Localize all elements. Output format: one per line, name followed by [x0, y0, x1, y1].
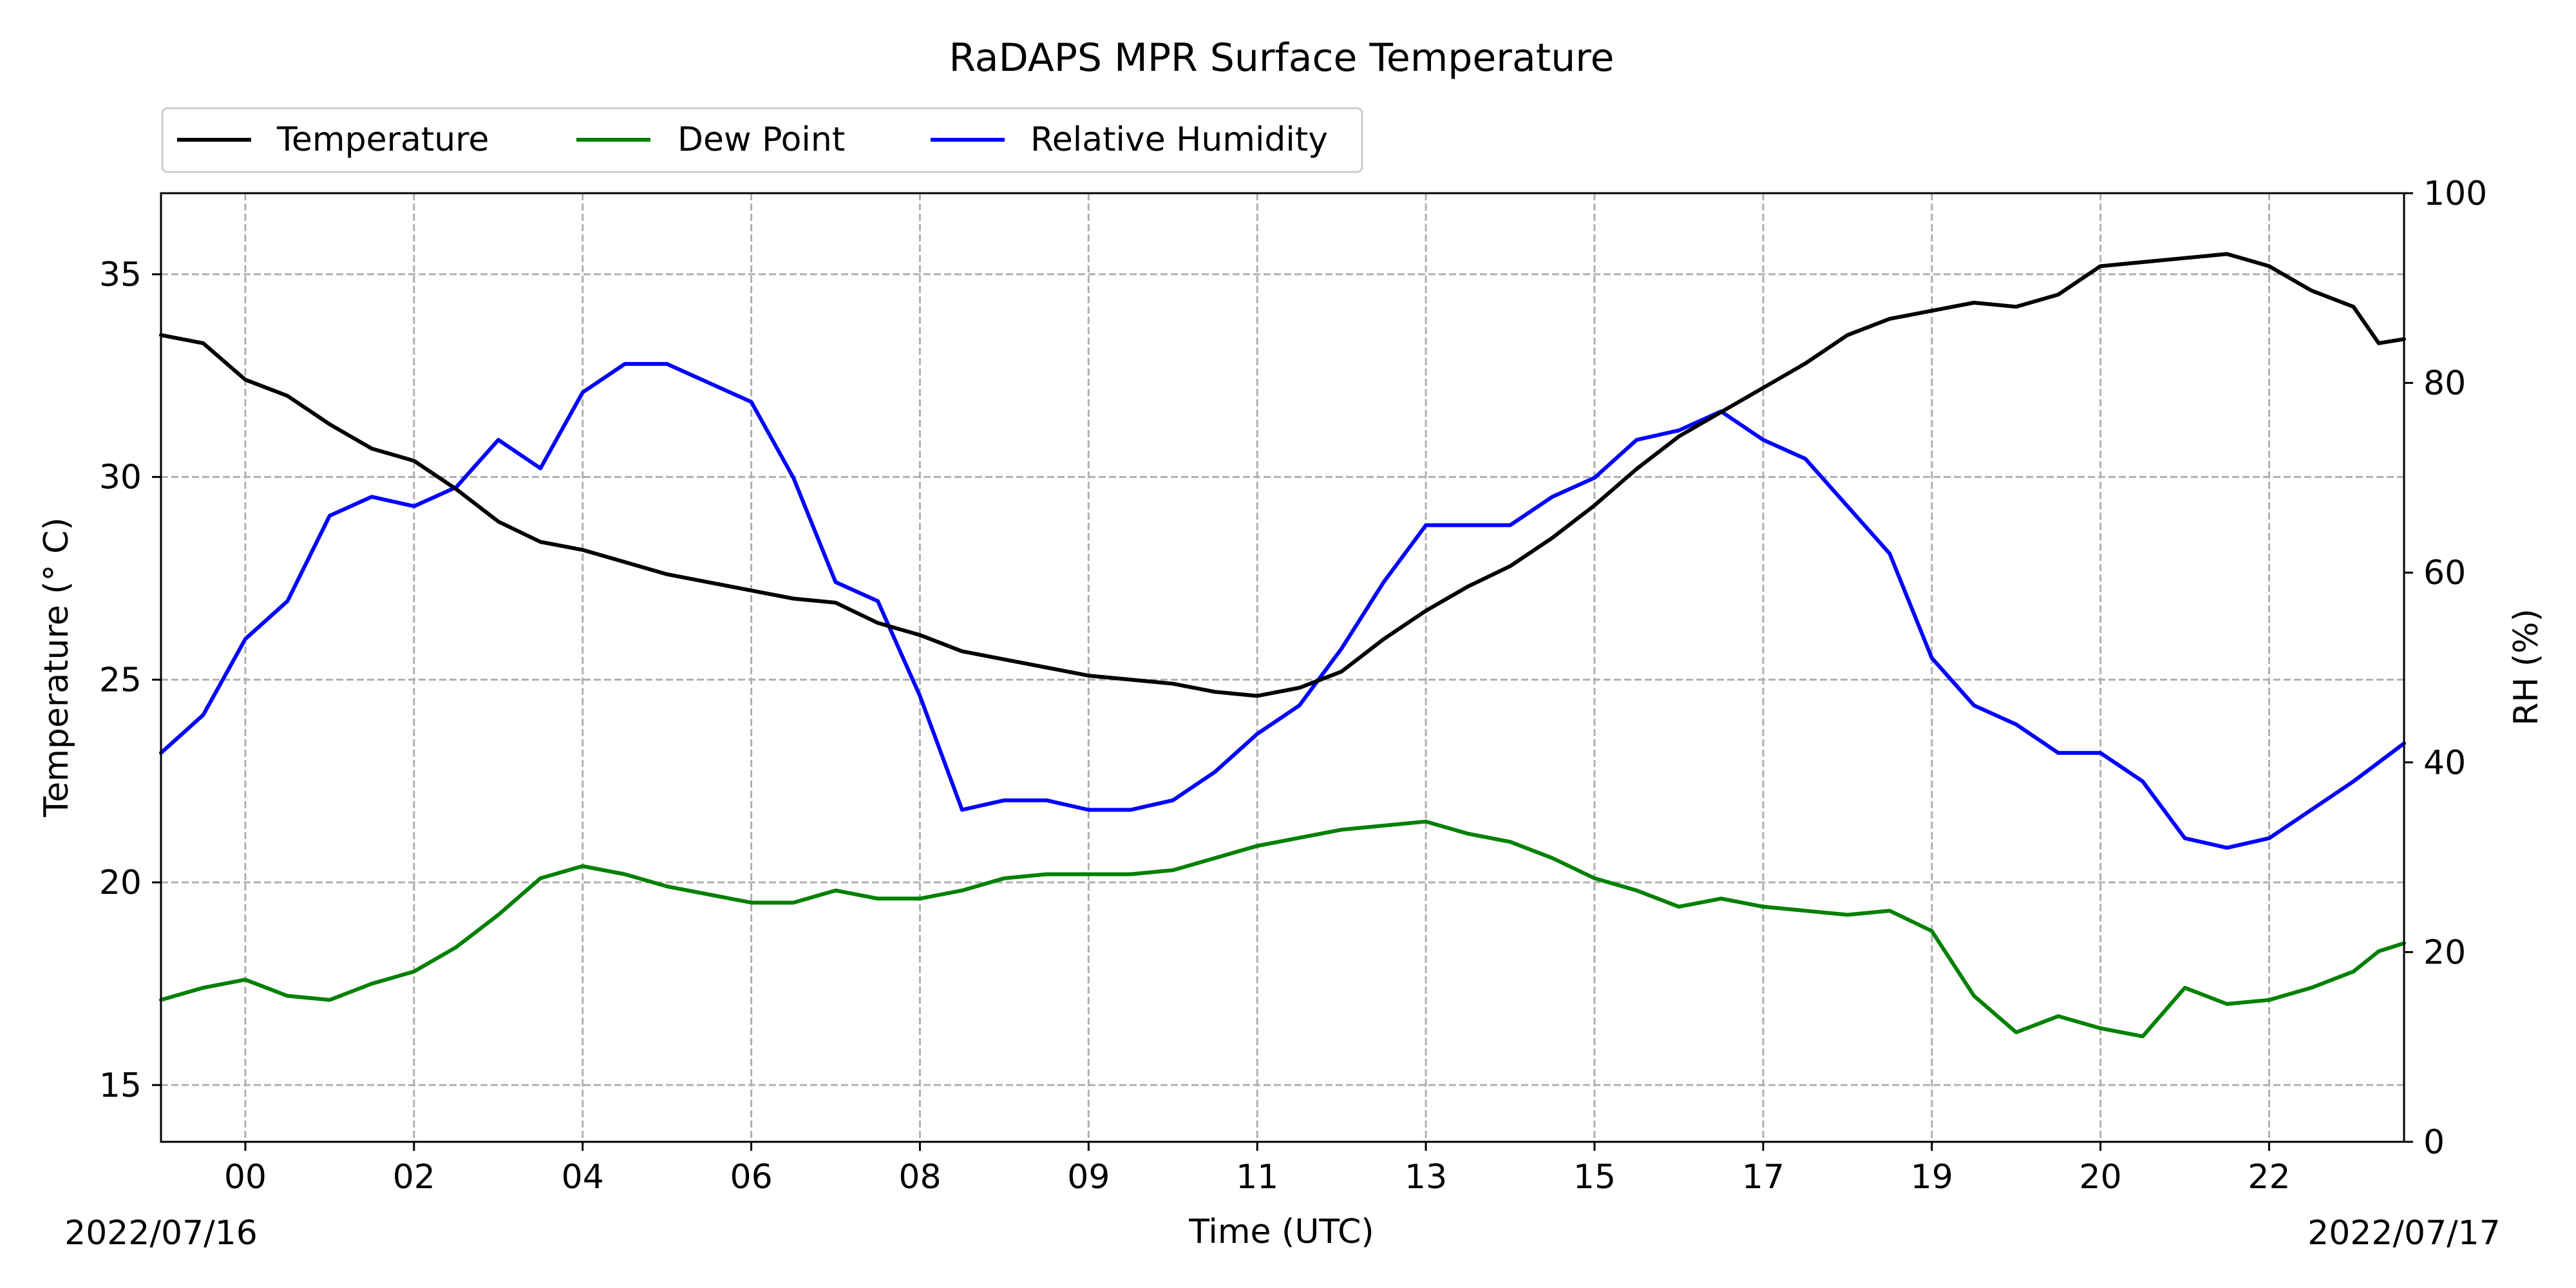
legend-label-relative-humidity: Relative Humidity	[1030, 120, 1328, 159]
x-tick-label: 17	[1742, 1158, 1785, 1197]
plot-area	[159, 192, 2406, 1143]
legend-label-dew-point: Dew Point	[677, 120, 845, 159]
series-line-dew-point	[159, 819, 2406, 1039]
x-tick-label: 19	[1911, 1158, 1953, 1197]
legend-label-temperature: Temperature	[276, 120, 489, 159]
left-tick-label: 35	[99, 256, 142, 294]
start-date-label: 2022/07/16	[64, 1214, 258, 1253]
right-tick-label: 80	[2423, 365, 2466, 403]
series-line-temperature	[159, 252, 2406, 698]
right-axis-label: RH (%)	[2507, 609, 2546, 726]
x-tick-label: 20	[2079, 1158, 2122, 1197]
end-date-label: 2022/07/17	[2307, 1214, 2501, 1253]
right-tick-label: 40	[2423, 744, 2466, 782]
left-axis-ticks: 15 20 25 30 35	[99, 256, 161, 1105]
x-tick-label: 00	[224, 1158, 267, 1197]
left-tick-label: 25	[99, 661, 142, 699]
legend-box	[161, 107, 1363, 173]
right-tick-label: 100	[2423, 175, 2487, 213]
x-tick-label: 02	[393, 1158, 435, 1197]
x-tick-label: 15	[1573, 1158, 1616, 1197]
x-axis-ticks: 00 02 04 06 08 09 11 13 15 17 19 20 22	[224, 1142, 2291, 1197]
x-tick-label: 04	[562, 1158, 604, 1197]
plot-frame	[160, 192, 2405, 1143]
x-tick-label: 22	[2248, 1158, 2290, 1197]
legend: Temperature Dew Point Relative Humidity	[161, 107, 1363, 173]
left-tick-label: 15	[99, 1066, 142, 1105]
x-tick-label: 13	[1405, 1158, 1447, 1197]
left-tick-label: 20	[99, 864, 142, 902]
x-axis-label: Time (UTC)	[1188, 1213, 1374, 1251]
right-tick-label: 20	[2423, 933, 2466, 972]
chart-title: RaDAPS MPR Surface Temperature	[949, 35, 1614, 80]
right-axis-ticks: 0 20 40 60 80 100	[2404, 175, 2487, 1162]
x-tick-label: 08	[898, 1158, 941, 1197]
left-tick-label: 30	[99, 459, 142, 497]
x-tick-label: 06	[730, 1158, 772, 1197]
right-tick-label: 0	[2423, 1123, 2445, 1162]
series-layer	[159, 252, 2406, 1039]
right-tick-label: 60	[2423, 554, 2466, 592]
left-axis-label: Temperature (° C)	[37, 517, 76, 817]
x-tick-label: 11	[1236, 1158, 1278, 1197]
series-line-relative-humidity	[159, 362, 2406, 850]
x-tick-label: 09	[1067, 1158, 1110, 1197]
grid-lines	[161, 193, 2404, 1142]
